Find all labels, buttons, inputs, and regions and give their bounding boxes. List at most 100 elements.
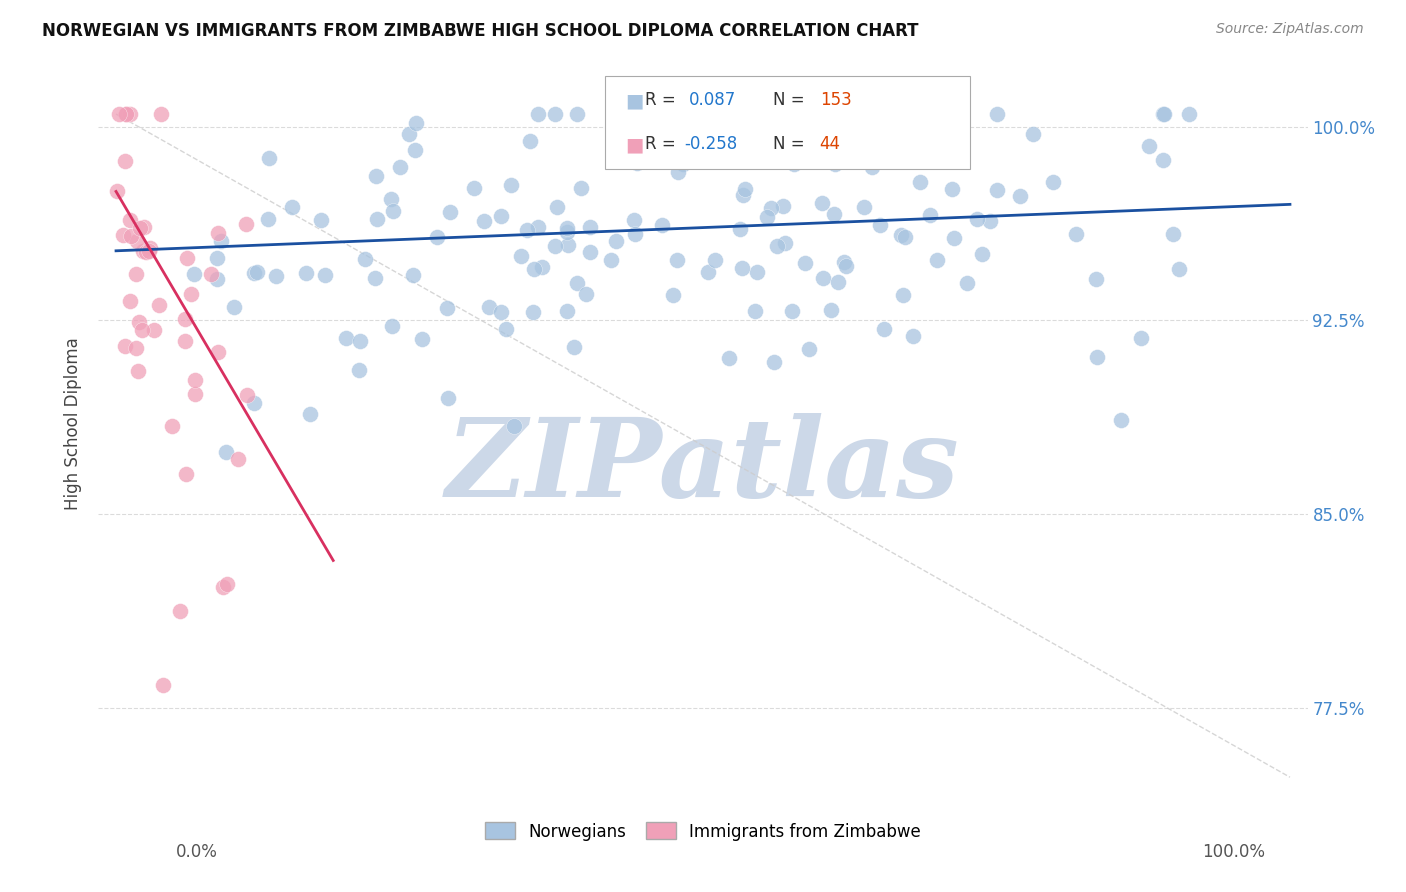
Point bbox=[778, 107, 800, 121]
Point bbox=[869, 218, 891, 232]
Point bbox=[402, 268, 425, 282]
Point bbox=[966, 211, 988, 226]
Point bbox=[246, 265, 269, 279]
Point bbox=[281, 200, 304, 214]
Point bbox=[651, 219, 673, 233]
Point bbox=[131, 323, 153, 337]
Point bbox=[523, 261, 546, 276]
Point bbox=[426, 230, 449, 244]
Point bbox=[685, 109, 707, 123]
Point bbox=[718, 351, 741, 365]
Point bbox=[1022, 127, 1045, 141]
Point bbox=[215, 444, 238, 458]
Point bbox=[575, 287, 598, 301]
Point bbox=[124, 341, 146, 355]
Point bbox=[125, 268, 148, 282]
Point bbox=[381, 318, 404, 333]
Point bbox=[183, 373, 205, 387]
Text: N =: N = bbox=[773, 136, 810, 153]
Point bbox=[519, 135, 541, 149]
Point bbox=[779, 139, 801, 153]
Point bbox=[174, 467, 197, 482]
Point bbox=[880, 107, 903, 121]
Point bbox=[1109, 413, 1132, 427]
Point bbox=[478, 301, 501, 315]
Point bbox=[738, 151, 761, 165]
Point bbox=[526, 107, 548, 121]
Point bbox=[143, 323, 166, 337]
Point bbox=[704, 253, 727, 268]
Text: ■: ■ bbox=[626, 91, 644, 110]
Point bbox=[956, 276, 979, 290]
Text: ■: ■ bbox=[626, 136, 644, 154]
Point bbox=[979, 214, 1001, 228]
Point bbox=[503, 419, 526, 434]
Point bbox=[986, 107, 1008, 121]
Point bbox=[215, 576, 238, 591]
Point bbox=[920, 208, 942, 222]
Point bbox=[599, 252, 621, 267]
Text: ZIPatlas: ZIPatlas bbox=[446, 413, 960, 521]
Point bbox=[666, 253, 689, 268]
Point bbox=[363, 271, 385, 285]
Point bbox=[557, 304, 579, 318]
Point bbox=[734, 182, 756, 196]
Point bbox=[555, 221, 578, 235]
Point bbox=[780, 127, 803, 141]
Point bbox=[1064, 227, 1087, 241]
Point bbox=[555, 225, 578, 239]
Point bbox=[127, 234, 149, 248]
Text: 0.087: 0.087 bbox=[689, 91, 737, 109]
Point bbox=[436, 391, 458, 405]
Point bbox=[149, 107, 172, 121]
Point bbox=[890, 109, 912, 123]
Point bbox=[114, 153, 136, 168]
Point bbox=[763, 355, 786, 369]
Point bbox=[1137, 139, 1160, 153]
Point bbox=[832, 254, 855, 268]
Point bbox=[661, 288, 683, 302]
Point bbox=[890, 228, 912, 243]
Point bbox=[364, 169, 387, 183]
Point bbox=[105, 184, 128, 198]
Point bbox=[114, 107, 136, 121]
Point bbox=[707, 107, 730, 121]
Point bbox=[1085, 271, 1108, 285]
Point bbox=[824, 157, 846, 171]
Point bbox=[243, 396, 266, 410]
Point bbox=[901, 328, 924, 343]
Point bbox=[226, 451, 249, 466]
Point bbox=[405, 115, 427, 129]
Point bbox=[107, 107, 129, 121]
Point bbox=[120, 213, 142, 227]
Point bbox=[877, 107, 900, 121]
Point bbox=[120, 294, 142, 309]
Point bbox=[115, 107, 138, 121]
Point bbox=[120, 228, 142, 243]
Legend: Norwegians, Immigrants from Zimbabwe: Norwegians, Immigrants from Zimbabwe bbox=[477, 814, 929, 849]
Point bbox=[782, 304, 804, 318]
Point bbox=[404, 144, 426, 158]
Point bbox=[180, 286, 202, 301]
Point bbox=[811, 271, 834, 285]
Point bbox=[132, 244, 155, 258]
Point bbox=[820, 303, 842, 318]
Point bbox=[411, 332, 433, 346]
Point bbox=[128, 221, 150, 235]
Point bbox=[893, 229, 915, 244]
Point bbox=[942, 231, 965, 245]
Point bbox=[860, 160, 883, 174]
Point bbox=[872, 128, 894, 143]
Point bbox=[783, 157, 806, 171]
Point bbox=[127, 364, 149, 378]
Point bbox=[744, 304, 766, 318]
Point bbox=[891, 288, 914, 302]
Point bbox=[623, 227, 645, 242]
Point bbox=[1130, 331, 1153, 345]
Point bbox=[728, 221, 751, 235]
Point bbox=[212, 580, 235, 594]
Point bbox=[723, 107, 745, 121]
Y-axis label: High School Diploma: High School Diploma bbox=[65, 337, 83, 510]
Point bbox=[489, 305, 512, 319]
Point bbox=[207, 272, 229, 286]
